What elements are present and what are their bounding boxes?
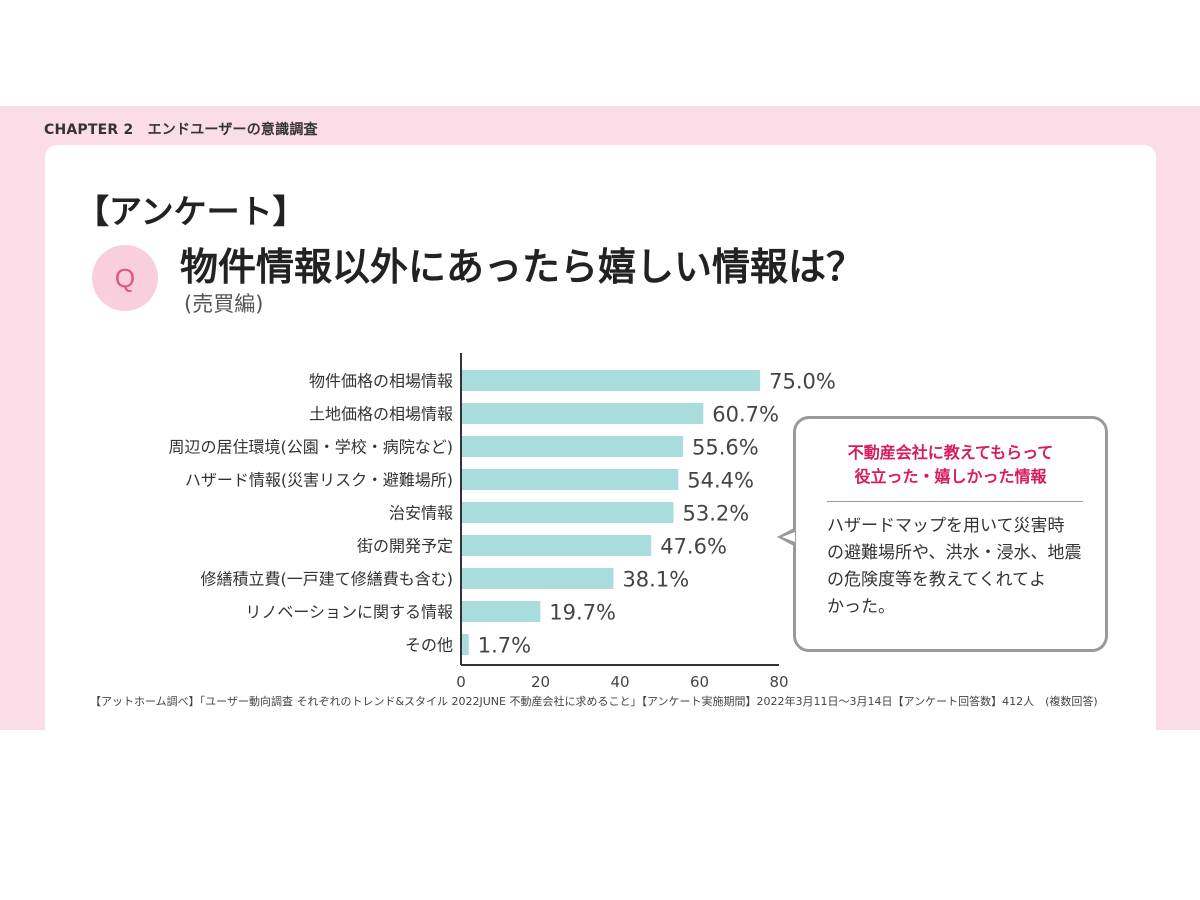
- bar: [462, 568, 614, 589]
- callout-tail-inner: [782, 532, 795, 542]
- x-tick-label: 60: [690, 673, 709, 691]
- category-label: 周辺の居住環境(公園・学校・病院など): [169, 438, 454, 457]
- question-title: 物件情報以外にあったら嬉しい情報は？: [180, 245, 865, 289]
- x-tick-label: 80: [769, 673, 788, 691]
- category-label: 治安情報: [389, 504, 453, 523]
- value-label: 47.6%: [660, 535, 727, 559]
- x-tick-label: 20: [531, 673, 550, 691]
- category-label: ハザード情報(災害リスク・避難場所): [185, 471, 453, 490]
- category-label: 土地価格の相場情報: [309, 405, 453, 424]
- callout-title-line: 不動産会社に教えてもらって: [847, 443, 1054, 462]
- value-label: 54.4%: [687, 469, 754, 493]
- bar: [462, 403, 704, 424]
- callout-body-line: かった。: [827, 597, 895, 617]
- callout-divider: [827, 501, 1083, 502]
- chapter-heading: CHAPTER 2 エンドユーザーの意識調査: [44, 122, 318, 138]
- value-label: 38.1%: [622, 568, 689, 592]
- bar: [462, 469, 679, 490]
- callout-body-line: の危険度等を教えてくれてよ: [827, 570, 1047, 590]
- callout-body-line: の避難場所や、洪水・浸水、地震: [827, 543, 1082, 563]
- value-label: 19.7%: [549, 601, 616, 625]
- q-badge: Q: [92, 245, 158, 311]
- bar: [462, 436, 684, 457]
- category-label: 修繕積立費(一戸建て修繕費も含む): [201, 570, 454, 589]
- bar: [462, 535, 652, 556]
- bar: [462, 370, 761, 391]
- category-label: 街の開発予定: [357, 537, 453, 556]
- value-label: 1.7%: [478, 634, 531, 658]
- callout-title: 不動産会社に教えてもらって 役立った・嬉しかった情報: [796, 441, 1105, 489]
- bar: [462, 601, 541, 622]
- category-label: リノベーションに関する情報: [245, 603, 453, 622]
- value-label: 75.0%: [769, 370, 836, 394]
- category-label: 物件価格の相場情報: [309, 372, 453, 391]
- x-tick-label: 0: [456, 673, 466, 691]
- bar: [462, 502, 674, 523]
- value-label: 60.7%: [712, 403, 779, 427]
- callout-title-line: 役立った・嬉しかった情報: [854, 467, 1047, 486]
- callout-body: ハザードマップを用いて災害時 の避難場所や、洪水・浸水、地震 の危険度等を教えて…: [827, 513, 1082, 621]
- value-label: 53.2%: [682, 502, 749, 526]
- callout-box: 不動産会社に教えてもらって 役立った・嬉しかった情報 ハザードマップを用いて災害…: [793, 416, 1108, 652]
- survey-label: 【アンケート】: [76, 192, 306, 231]
- x-tick-label: 40: [610, 673, 629, 691]
- callout-body-line: ハザードマップを用いて災害時: [827, 516, 1065, 536]
- value-label: 55.6%: [692, 436, 759, 460]
- question-subtitle: (売買編): [184, 292, 264, 316]
- q-badge-letter: Q: [114, 262, 136, 293]
- bar: [462, 634, 469, 655]
- category-label: その他: [405, 636, 453, 655]
- source-footnote: 【アットホーム調べ】「ユーザー動向調査 それぞれのトレンド&スタイル 2022J…: [90, 695, 1098, 708]
